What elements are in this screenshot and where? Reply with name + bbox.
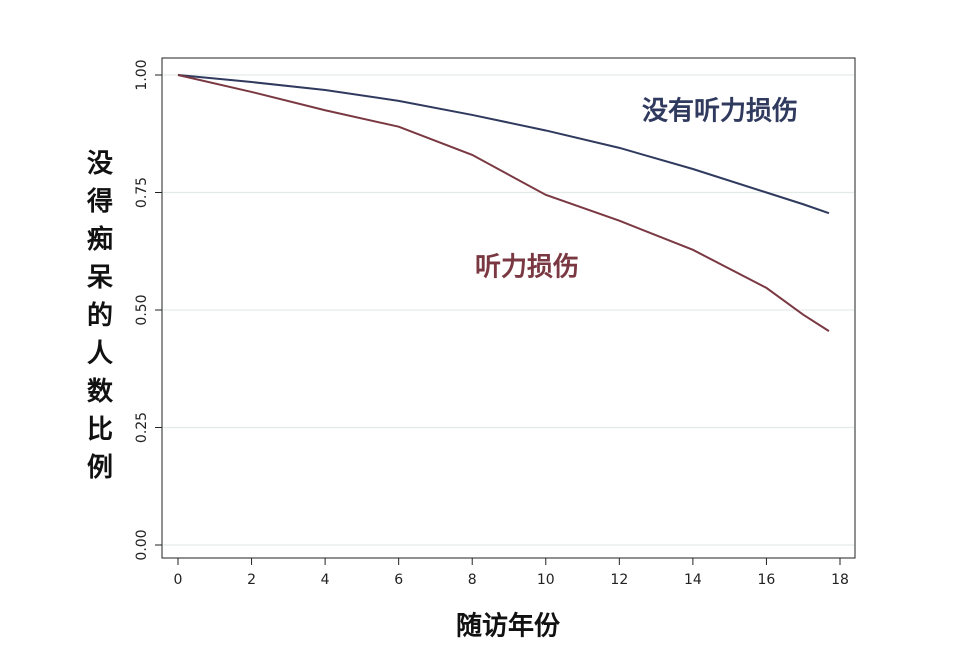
x-tick-label: 14 [684, 572, 702, 588]
x-tick-label: 18 [831, 572, 849, 588]
y-axis-label: 没得痴呆的人数比例 [83, 149, 114, 491]
x-tick-label: 8 [468, 572, 477, 588]
y-tick-label: 0.50 [134, 294, 150, 325]
y-tick-label: 1.00 [134, 59, 150, 90]
y-tick-label: 0.25 [134, 412, 150, 443]
x-axis-label: 随访年份 [456, 611, 560, 642]
y-tick-label: 0.75 [134, 177, 150, 208]
series-line [177, 74, 830, 332]
series-label: 听力损伤 [475, 253, 579, 283]
x-tick-label: 6 [394, 572, 403, 588]
series-line [177, 74, 830, 215]
x-tick-label: 4 [321, 572, 330, 588]
plot-frame [161, 57, 856, 559]
series-label: 没有听力损伤 [642, 97, 798, 127]
x-tick-label: 2 [247, 572, 256, 588]
x-tick-label: 0 [174, 572, 183, 588]
x-tick-label: 10 [537, 572, 555, 588]
x-tick-label: 16 [758, 572, 776, 588]
y-tick-label: 0.00 [134, 529, 150, 560]
x-tick-label: 12 [610, 572, 628, 588]
